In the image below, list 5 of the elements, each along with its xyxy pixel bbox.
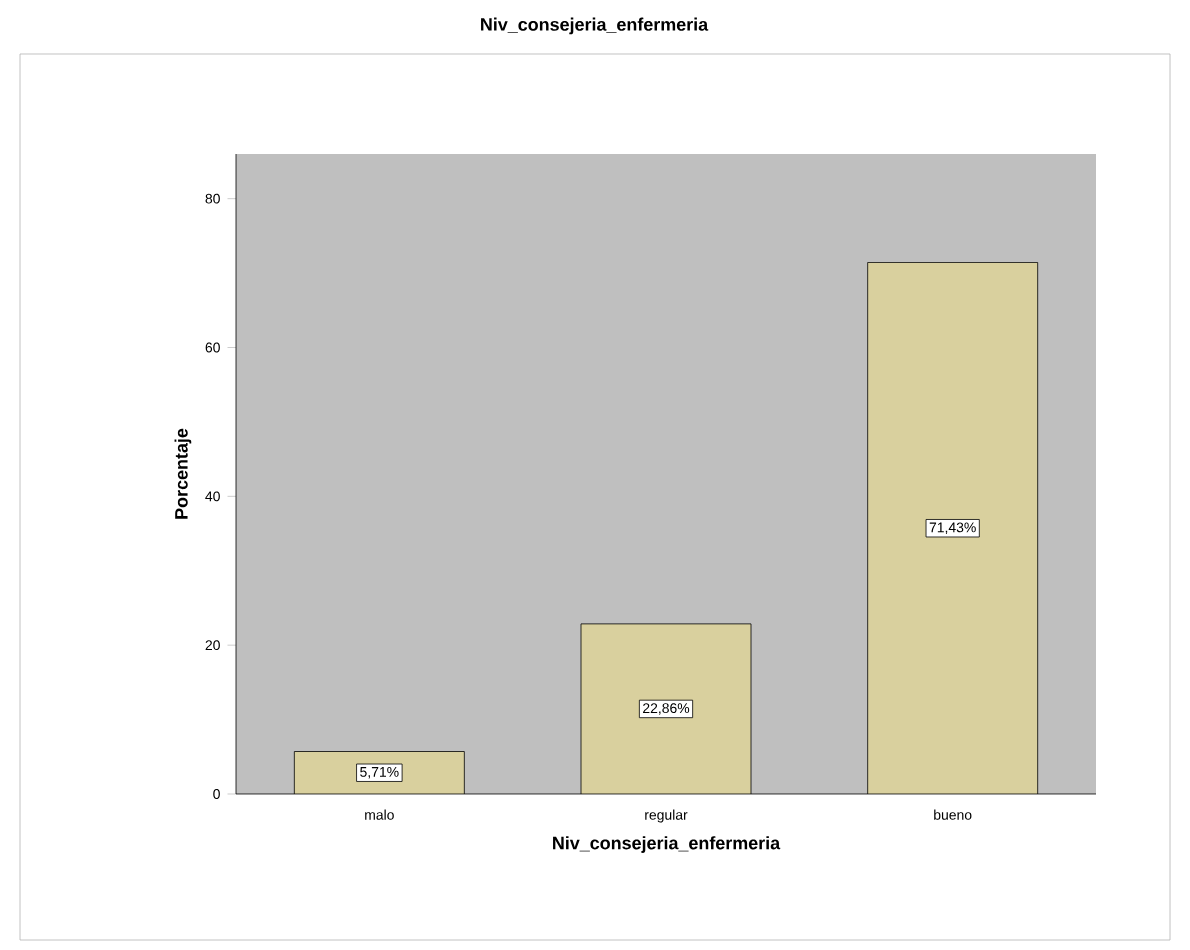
bar (867, 262, 1039, 794)
x-axis-title: Niv_consejeria_enfermeria (553, 836, 781, 853)
y-axis-title: Porcentaje (174, 428, 192, 519)
bar (581, 623, 752, 794)
chart-title: Niv_consejeria_enfermeria (481, 17, 709, 35)
